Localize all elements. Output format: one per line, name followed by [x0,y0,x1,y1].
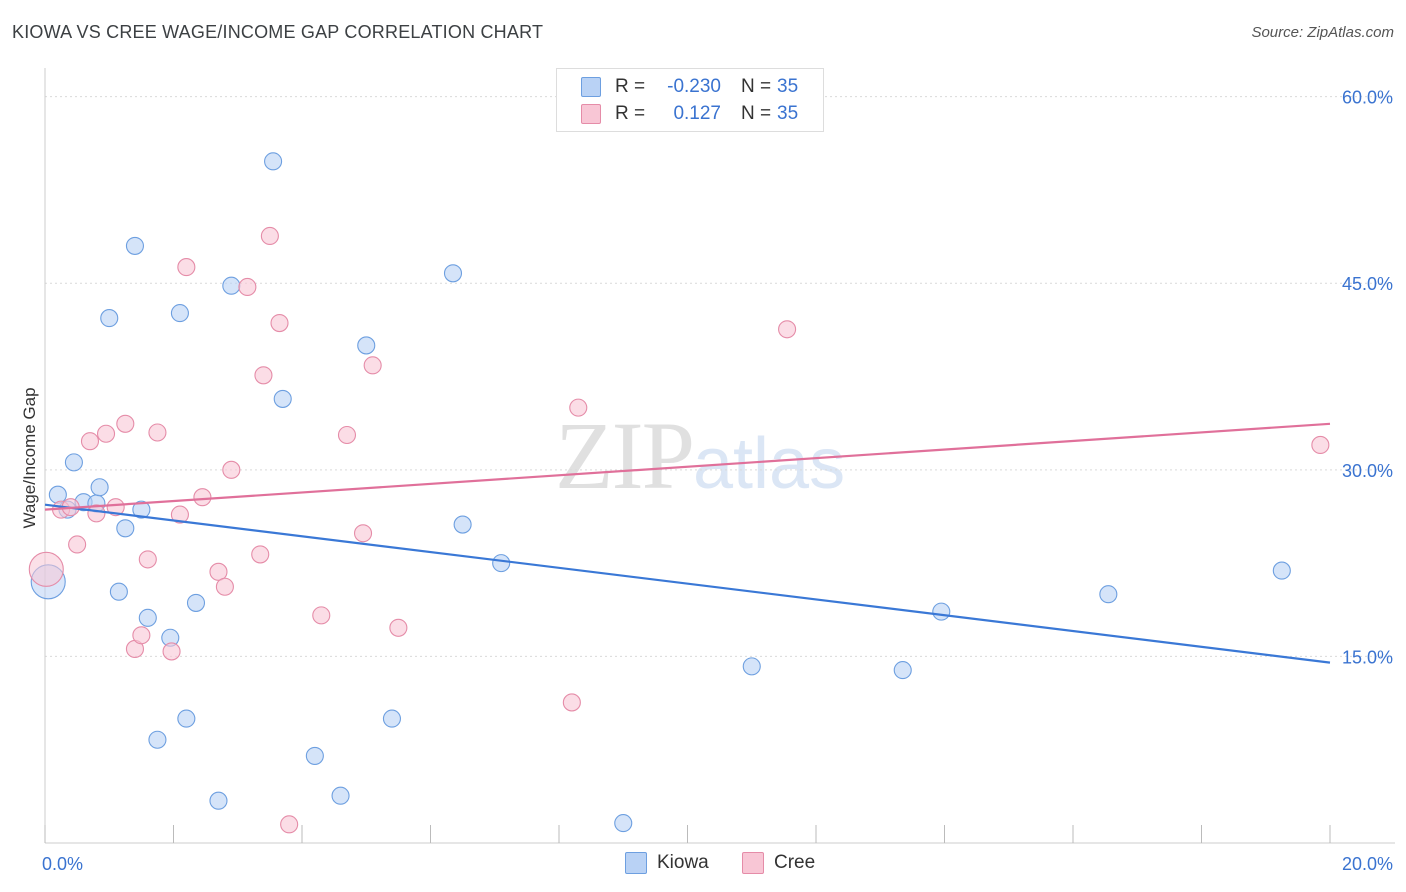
kiowa-point [116,519,135,538]
kiowa-point [742,657,761,676]
kiowa-point [170,304,189,323]
cree-point [222,460,241,479]
cree-point [254,366,273,385]
y-tick-label: 45.0% [1342,274,1393,294]
kiowa-point [148,730,167,749]
legend-swatch-cree [581,104,601,124]
cree-point [312,606,331,625]
cree-trend-line [44,422,1331,511]
cree-point [116,414,135,433]
cree-point [778,320,797,339]
x-tick-label: 0.0% [42,854,83,874]
kiowa-point [100,309,119,328]
series-swatch-kiowa [625,852,647,874]
kiowa-point [125,236,144,255]
kiowa-point [382,709,402,728]
cree-point [209,562,228,581]
kiowa-point [357,336,376,355]
chart-title: KIOWA VS CREE WAGE/INCOME GAP CORRELATIO… [12,22,544,42]
kiowa-point [614,814,633,833]
cree-point [569,398,588,417]
correlation-legend: R = -0.230 N = 35 R = 0.127 N = 35 [556,68,824,132]
cree-point [337,425,357,445]
kiowa-point [1272,561,1291,580]
cree-point [68,535,87,554]
legend-swatch-kiowa [581,77,601,97]
legend-r-label: R = [615,103,646,124]
series-legend-cree[interactable]: Cree [742,852,815,874]
cree-point [106,498,125,517]
cree-point [148,423,167,442]
legend-n-label: N = [741,76,772,97]
kiowa-trend-line [44,503,1331,664]
cree-point [132,626,151,645]
legend-n-label: N = [741,103,772,124]
legend-n-value: 35 [777,76,799,97]
kiowa-point [453,515,472,534]
series-label-kiowa: Kiowa [657,852,709,873]
cree-point [170,505,189,524]
y-axis-label: Wage/Income Gap [20,387,39,528]
cree-point [562,693,581,712]
cree-point [162,642,181,661]
kiowa-point [90,478,109,497]
cree-point [353,524,373,543]
kiowa-point [264,152,283,171]
cree-point [96,424,116,443]
kiowa-point [893,661,912,680]
kiowa-point [132,500,151,519]
cree-point [1311,435,1330,455]
cree-point [28,551,64,587]
series-label-cree: Cree [774,852,816,873]
cree-point [215,577,234,596]
kiowa-point [305,746,324,765]
series-legend: Kiowa Cree [0,852,1406,878]
cree-point [270,313,289,333]
cree-point [389,618,408,637]
cree-point [238,277,257,297]
y-tick-label: 15.0% [1342,647,1393,667]
cree-point [193,488,212,507]
cree-point [87,504,106,523]
source-label: Source: ZipAtlas.com [1251,24,1394,41]
watermark: ZIPatlas [555,400,845,511]
cree-point [138,550,157,569]
kiowa-point [209,791,228,810]
watermark-zip: ZIP [555,402,695,509]
legend-r-label: R = [615,76,646,97]
x-tick-label: 20.0% [1342,854,1393,874]
cree-point [251,545,270,564]
cree-point [80,432,100,451]
cree-point [177,258,196,277]
kiowa-point [273,389,292,408]
series-swatch-cree [742,852,764,874]
legend-r-value: 0.127 [673,103,721,124]
cree-point [260,226,279,246]
kiowa-point [331,786,350,805]
kiowa-point [48,485,67,504]
series-legend-kiowa[interactable]: Kiowa [625,852,709,874]
kiowa-point [109,582,128,601]
kiowa-point [1099,585,1118,604]
kiowa-point [138,608,157,627]
kiowa-point [932,602,951,621]
legend-r-value: -0.230 [667,76,721,97]
legend-row-cree: R = 0.127 N = 35 [581,102,798,126]
y-tick-label: 60.0% [1342,88,1393,108]
kiowa-point [64,453,83,472]
cree-point [363,356,382,375]
legend-row-kiowa: R = -0.230 N = 35 [581,75,798,99]
legend-n-value: 35 [777,103,799,124]
kiowa-point [492,554,511,573]
kiowa-point [186,593,206,612]
y-tick-label: 30.0% [1342,461,1393,481]
kiowa-point [177,709,196,728]
cree-point [280,815,299,834]
kiowa-point [222,276,241,295]
kiowa-point [443,264,463,283]
